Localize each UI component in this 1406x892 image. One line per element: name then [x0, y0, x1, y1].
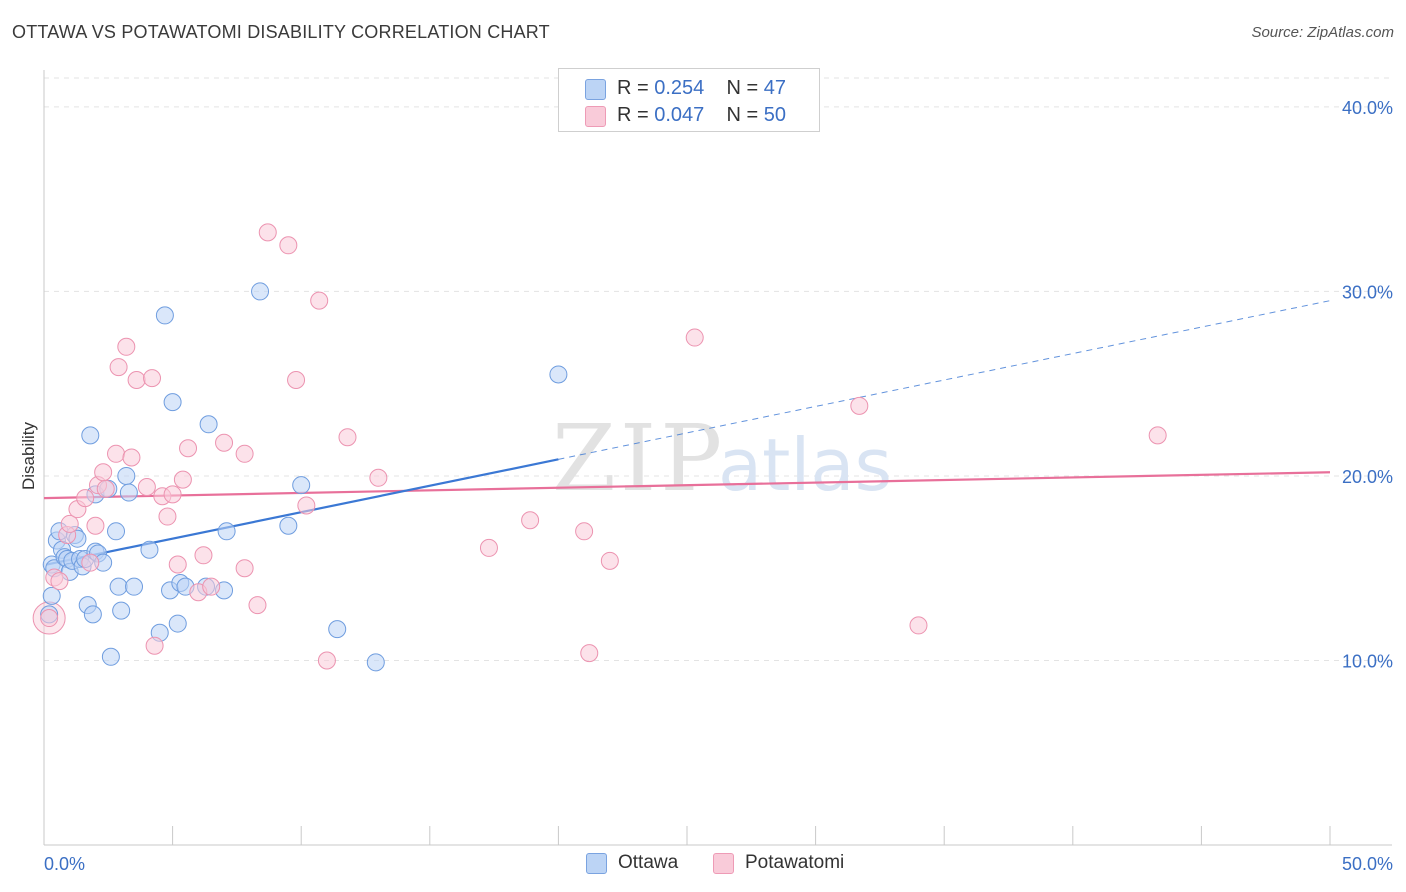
potawatomi-point [317, 651, 336, 670]
potawatomi-point [163, 485, 182, 504]
potawatomi-point [575, 522, 594, 541]
potawatomi-point [94, 463, 113, 482]
potawatomi-point [122, 448, 141, 467]
potawatomi-point [60, 514, 79, 533]
watermark-zip: ZIP [552, 405, 726, 512]
potawatomi-point [109, 358, 128, 377]
correlation-legend: R = 0.254 N = 47 R = 0.047 N = 50 [558, 68, 820, 132]
potawatomi-point [235, 559, 254, 578]
legend-r-label: R = [617, 77, 649, 99]
potawatomi-point [81, 553, 100, 572]
ottawa-point [42, 586, 61, 605]
potawatomi-point [168, 555, 187, 574]
potawatomi-point [143, 369, 162, 388]
potawatomi-point [248, 596, 267, 615]
x-tick-label: 50.0% [1342, 854, 1393, 874]
legend-r-value: 0.047 [654, 104, 705, 126]
potawatomi-point [310, 291, 329, 310]
potawatomi-point [145, 636, 164, 655]
bottom-legend-swatch-ottawa [586, 853, 607, 874]
potawatomi-point [297, 496, 316, 515]
ottawa-point [279, 516, 298, 535]
x-tick-label: 0.0% [44, 854, 85, 874]
ottawa-point [292, 476, 311, 495]
potawatomi-point [521, 511, 540, 530]
legend-swatch-potawatomi [585, 106, 606, 127]
potawatomi-point [86, 516, 105, 535]
potawatomi-point [76, 489, 95, 508]
ottawa-point [163, 393, 182, 412]
potawatomi-point [40, 609, 59, 628]
potawatomi-point [173, 470, 192, 489]
data-points [32, 223, 1167, 672]
potawatomi-point [137, 478, 156, 497]
y-axis-label: Disability [19, 421, 38, 490]
bottom-legend-label-ottawa: Ottawa [618, 852, 679, 873]
ottawa-point [125, 577, 144, 596]
potawatomi-point [158, 507, 177, 526]
bottom-legend-swatch-potawatomi [713, 853, 734, 874]
potawatomi-point [258, 223, 277, 242]
ottawa-point [155, 306, 174, 325]
potawatomi-point [600, 551, 619, 570]
potawatomi-point [338, 428, 357, 447]
ottawa-point [140, 540, 159, 559]
ottawa-point [549, 365, 568, 384]
y-tick-label: 40.0% [1342, 98, 1393, 118]
legend-n-value: 50 [763, 104, 787, 126]
potawatomi-point [850, 396, 869, 415]
potawatomi-point [179, 439, 198, 458]
legend-n-label: N = [726, 77, 759, 99]
potawatomi-point [50, 572, 69, 591]
legend-swatch-ottawa [585, 79, 606, 100]
potawatomi-point [96, 479, 115, 498]
ottawa-point [117, 466, 136, 485]
legend-r-value: 0.254 [654, 77, 705, 99]
potawatomi-point [909, 616, 928, 635]
potawatomi-point [685, 328, 704, 347]
ottawa-point [101, 647, 120, 666]
y-tick-label: 10.0% [1342, 651, 1393, 671]
ottawa-point [366, 653, 385, 672]
ottawa-point [83, 605, 102, 624]
potawatomi-point [107, 444, 126, 463]
axis-labels: 10.0% 20.0% 30.0% 40.0% 0.0% 50.0% [44, 98, 1393, 874]
potawatomi-point [1148, 426, 1167, 445]
potawatomi-point [127, 371, 146, 389]
ottawa-point [81, 426, 100, 445]
legend-n-label: N = [726, 104, 759, 126]
ottawa-point [168, 614, 187, 633]
ottawa-point [119, 483, 138, 502]
axes [43, 70, 1392, 846]
potawatomi-point [194, 546, 213, 565]
potawatomi-trend-line [43, 471, 1331, 500]
legend-r-label: R = [617, 104, 649, 126]
bottom-legend-label-potawatomi: Potawatomi [745, 852, 845, 873]
ottawa-point [217, 522, 236, 541]
ottawa-point [199, 415, 218, 434]
y-tick-label: 30.0% [1342, 282, 1393, 302]
zipatlas-watermark: ZIP atlas [552, 405, 892, 512]
ottawa-point [107, 522, 126, 541]
potawatomi-point [279, 236, 298, 255]
y-tick-label: 20.0% [1342, 467, 1393, 487]
ottawa-point [328, 620, 347, 639]
potawatomi-point [117, 337, 136, 356]
legend-n-value: 47 [763, 77, 787, 99]
potawatomi-point [369, 468, 388, 487]
chart-title: OTTAWA VS POTAWATOMI DISABILITY CORRELAT… [12, 22, 550, 42]
potawatomi-point [287, 371, 306, 389]
potawatomi-point [580, 644, 599, 663]
watermark-atlas: atlas [718, 423, 892, 507]
ottawa-point [112, 601, 131, 620]
ottawa-point [251, 282, 270, 301]
source-credit: Source: ZipAtlas.com [1251, 24, 1394, 41]
potawatomi-point [235, 444, 254, 463]
potawatomi-point [479, 538, 498, 557]
ottawa-point [109, 577, 128, 596]
potawatomi-point [215, 433, 234, 452]
potawatomi-point [202, 577, 221, 596]
